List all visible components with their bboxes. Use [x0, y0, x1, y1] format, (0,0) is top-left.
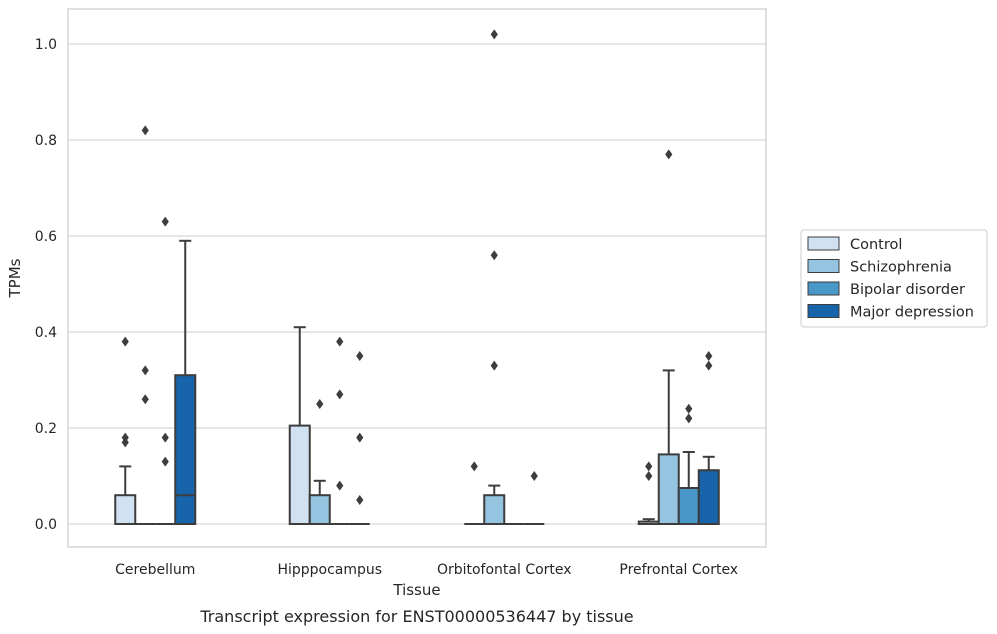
- y-tick-label: 0.8: [35, 133, 57, 149]
- box-group: [483, 29, 506, 526]
- outlier-point: [161, 216, 169, 227]
- outlier-point: [665, 149, 673, 160]
- outlier-point: [356, 432, 364, 443]
- box-group: [174, 239, 197, 526]
- legend-swatch: [807, 236, 840, 251]
- legend: Control Schizophrenia Bipolar disorder Majo…: [800, 229, 988, 328]
- box-group: [524, 471, 545, 525]
- box: [114, 494, 137, 526]
- y-tick-label: 0.4: [35, 325, 57, 341]
- y-axis-label: TPMs: [6, 258, 24, 298]
- outlier-point: [645, 471, 653, 481]
- legend-swatch: [807, 281, 840, 296]
- box: [677, 487, 700, 525]
- box-group: [677, 403, 700, 525]
- x-tick-label: Cerebellum: [115, 562, 195, 578]
- legend-swatch: [807, 304, 840, 318]
- outlier-point: [141, 394, 149, 405]
- y-tick-label: 0.0: [35, 517, 57, 533]
- outlier-point: [161, 432, 169, 443]
- x-tick-label: Orbitofontal Cortex: [437, 562, 572, 578]
- boxes: [114, 29, 720, 526]
- legend-label: Bipolar disorder: [850, 282, 965, 298]
- outlier-point: [705, 360, 713, 371]
- box-group: [464, 461, 485, 525]
- box: [308, 494, 331, 526]
- outlier-point: [141, 365, 149, 376]
- outlier-point: [336, 389, 344, 400]
- outlier-point: [121, 336, 129, 347]
- y-tick-label: 0.6: [35, 229, 57, 245]
- outlier-point: [490, 29, 498, 40]
- outlier-point: [705, 351, 713, 361]
- outlier-point: [645, 461, 653, 472]
- box: [657, 453, 680, 525]
- box-group: [155, 216, 176, 525]
- outlier-point: [356, 351, 364, 361]
- x-tick-label: Prefrontal Cortex: [619, 562, 738, 578]
- box-group: [657, 149, 680, 525]
- outlier-point: [336, 336, 344, 347]
- legend-label: Control: [850, 237, 902, 253]
- outlier-point: [490, 360, 498, 371]
- outlier-point: [490, 250, 498, 261]
- y-tick-label: 1.0: [35, 37, 57, 53]
- box-group: [637, 461, 660, 525]
- y-tick-label: 0.2: [35, 421, 57, 437]
- x-tick-labels: Cerebellum Hipppocampus Orbitofontal Corte…: [115, 562, 738, 578]
- outlier-point: [336, 480, 344, 491]
- box: [288, 424, 311, 526]
- box: [697, 469, 720, 525]
- outlier-point: [530, 471, 538, 481]
- x-tick-label: Hipppocampus: [277, 562, 382, 578]
- gridlines: [68, 43, 766, 525]
- legend-frame: [800, 229, 988, 328]
- legend-label: Schizophrenia: [850, 260, 952, 276]
- outlier-point: [356, 495, 364, 505]
- outlier-point: [121, 432, 129, 443]
- box-group: [349, 351, 370, 525]
- x-axis-label: Tissue: [392, 581, 440, 599]
- outlier-point: [685, 413, 693, 424]
- box-group: [329, 336, 350, 525]
- box: [174, 374, 197, 526]
- box-group: [114, 336, 137, 526]
- legend-swatch: [807, 259, 840, 273]
- legend-label: Major depression: [850, 305, 974, 321]
- outlier-point: [685, 403, 693, 414]
- y-tick-labels: 0.0 0.2 0.4 0.6 0.8 1.0: [35, 37, 57, 533]
- outlier-point: [141, 125, 149, 136]
- box: [483, 494, 506, 526]
- outlier-point: [316, 399, 324, 409]
- box-group: [308, 399, 331, 526]
- plot-frame: [67, 8, 767, 548]
- box-group: [135, 125, 156, 525]
- box-group: [697, 351, 720, 525]
- outlier-point: [161, 456, 169, 467]
- outlier-point: [470, 461, 478, 472]
- chart-caption: Transcript expression for ENST0000053644…: [199, 607, 633, 626]
- box-group: [288, 326, 311, 526]
